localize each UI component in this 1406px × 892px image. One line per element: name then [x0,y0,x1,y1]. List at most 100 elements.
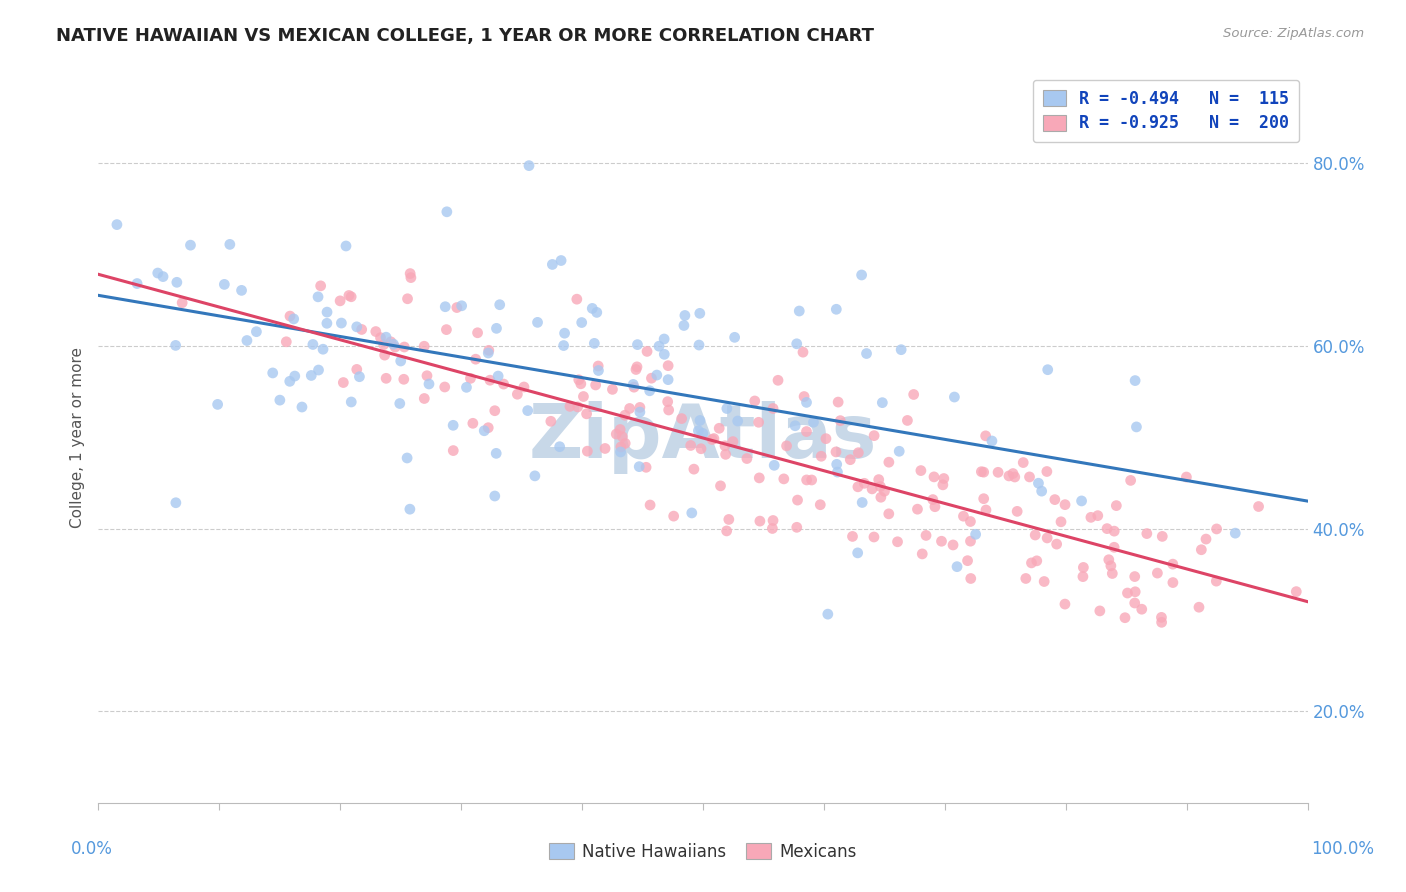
Point [105,218,128,232]
Point [166,275,188,289]
Point [974,429,997,443]
Point [766,373,789,387]
Point [688,424,710,438]
Point [460,371,482,385]
Point [1087,508,1109,523]
Point [506,387,529,401]
Point [484,489,506,503]
Point [329,293,352,308]
Point [690,442,713,456]
Point [860,482,883,496]
Point [554,326,576,341]
Point [889,444,911,458]
Point [628,401,651,415]
Point [762,514,785,528]
Point [269,393,291,408]
Point [922,470,945,484]
Point [853,476,876,491]
Point [308,363,330,377]
Point [873,484,896,499]
Point [645,368,668,382]
Point [942,538,965,552]
Point [946,559,969,574]
Point [657,359,679,373]
Point [846,446,869,460]
Point [621,377,644,392]
Point [636,344,658,359]
Point [179,238,201,252]
Point [1018,470,1040,484]
Point [517,159,540,173]
Point [673,309,696,323]
Point [628,459,651,474]
Point [735,451,758,466]
Point [1004,470,1026,484]
Point [478,343,501,358]
Point [364,325,387,339]
Point [825,458,848,472]
Text: Source: ZipAtlas.com: Source: ZipAtlas.com [1223,27,1364,40]
Point [787,304,810,318]
Point [146,266,169,280]
Point [792,345,814,359]
Point [565,292,588,306]
Point [349,369,371,384]
Point [127,277,149,291]
Point [910,464,932,478]
Point [1053,498,1076,512]
Point [568,373,591,387]
Point [316,316,339,330]
Point [330,316,353,330]
Point [413,339,436,353]
Point [214,277,236,292]
Point [1161,575,1184,590]
Point [863,530,886,544]
Point [716,524,738,538]
Point [886,534,908,549]
Point [793,390,815,404]
Point [484,403,506,417]
Point [723,330,745,344]
Point [1099,558,1122,573]
Point [370,331,392,345]
Point [416,368,439,383]
Point [1123,374,1146,388]
Point [748,415,770,429]
Point [569,376,592,391]
Point [165,496,187,510]
Point [1025,554,1047,568]
Point [441,443,464,458]
Point [803,415,825,429]
Point [413,392,436,406]
Point [689,306,711,320]
Point [952,509,974,524]
Point [456,380,478,394]
Point [624,362,647,376]
Point [688,338,710,352]
Point [396,292,419,306]
Point [389,354,412,368]
Point [433,380,456,394]
Point [1161,557,1184,571]
Point [775,439,797,453]
Point [472,424,495,438]
Point [612,430,634,444]
Point [335,239,357,253]
Point [851,268,873,282]
Point [1119,474,1142,488]
Point [1102,524,1125,538]
Point [825,445,848,459]
Point [278,374,301,388]
Point [657,394,679,409]
Point [553,338,575,352]
Point [477,346,499,360]
Point [932,471,955,485]
Point [681,506,703,520]
Point [786,336,808,351]
Point [1150,615,1173,630]
Point [276,334,298,349]
Point [1150,610,1173,624]
Point [709,479,731,493]
Point [1285,584,1308,599]
Point [998,469,1021,483]
